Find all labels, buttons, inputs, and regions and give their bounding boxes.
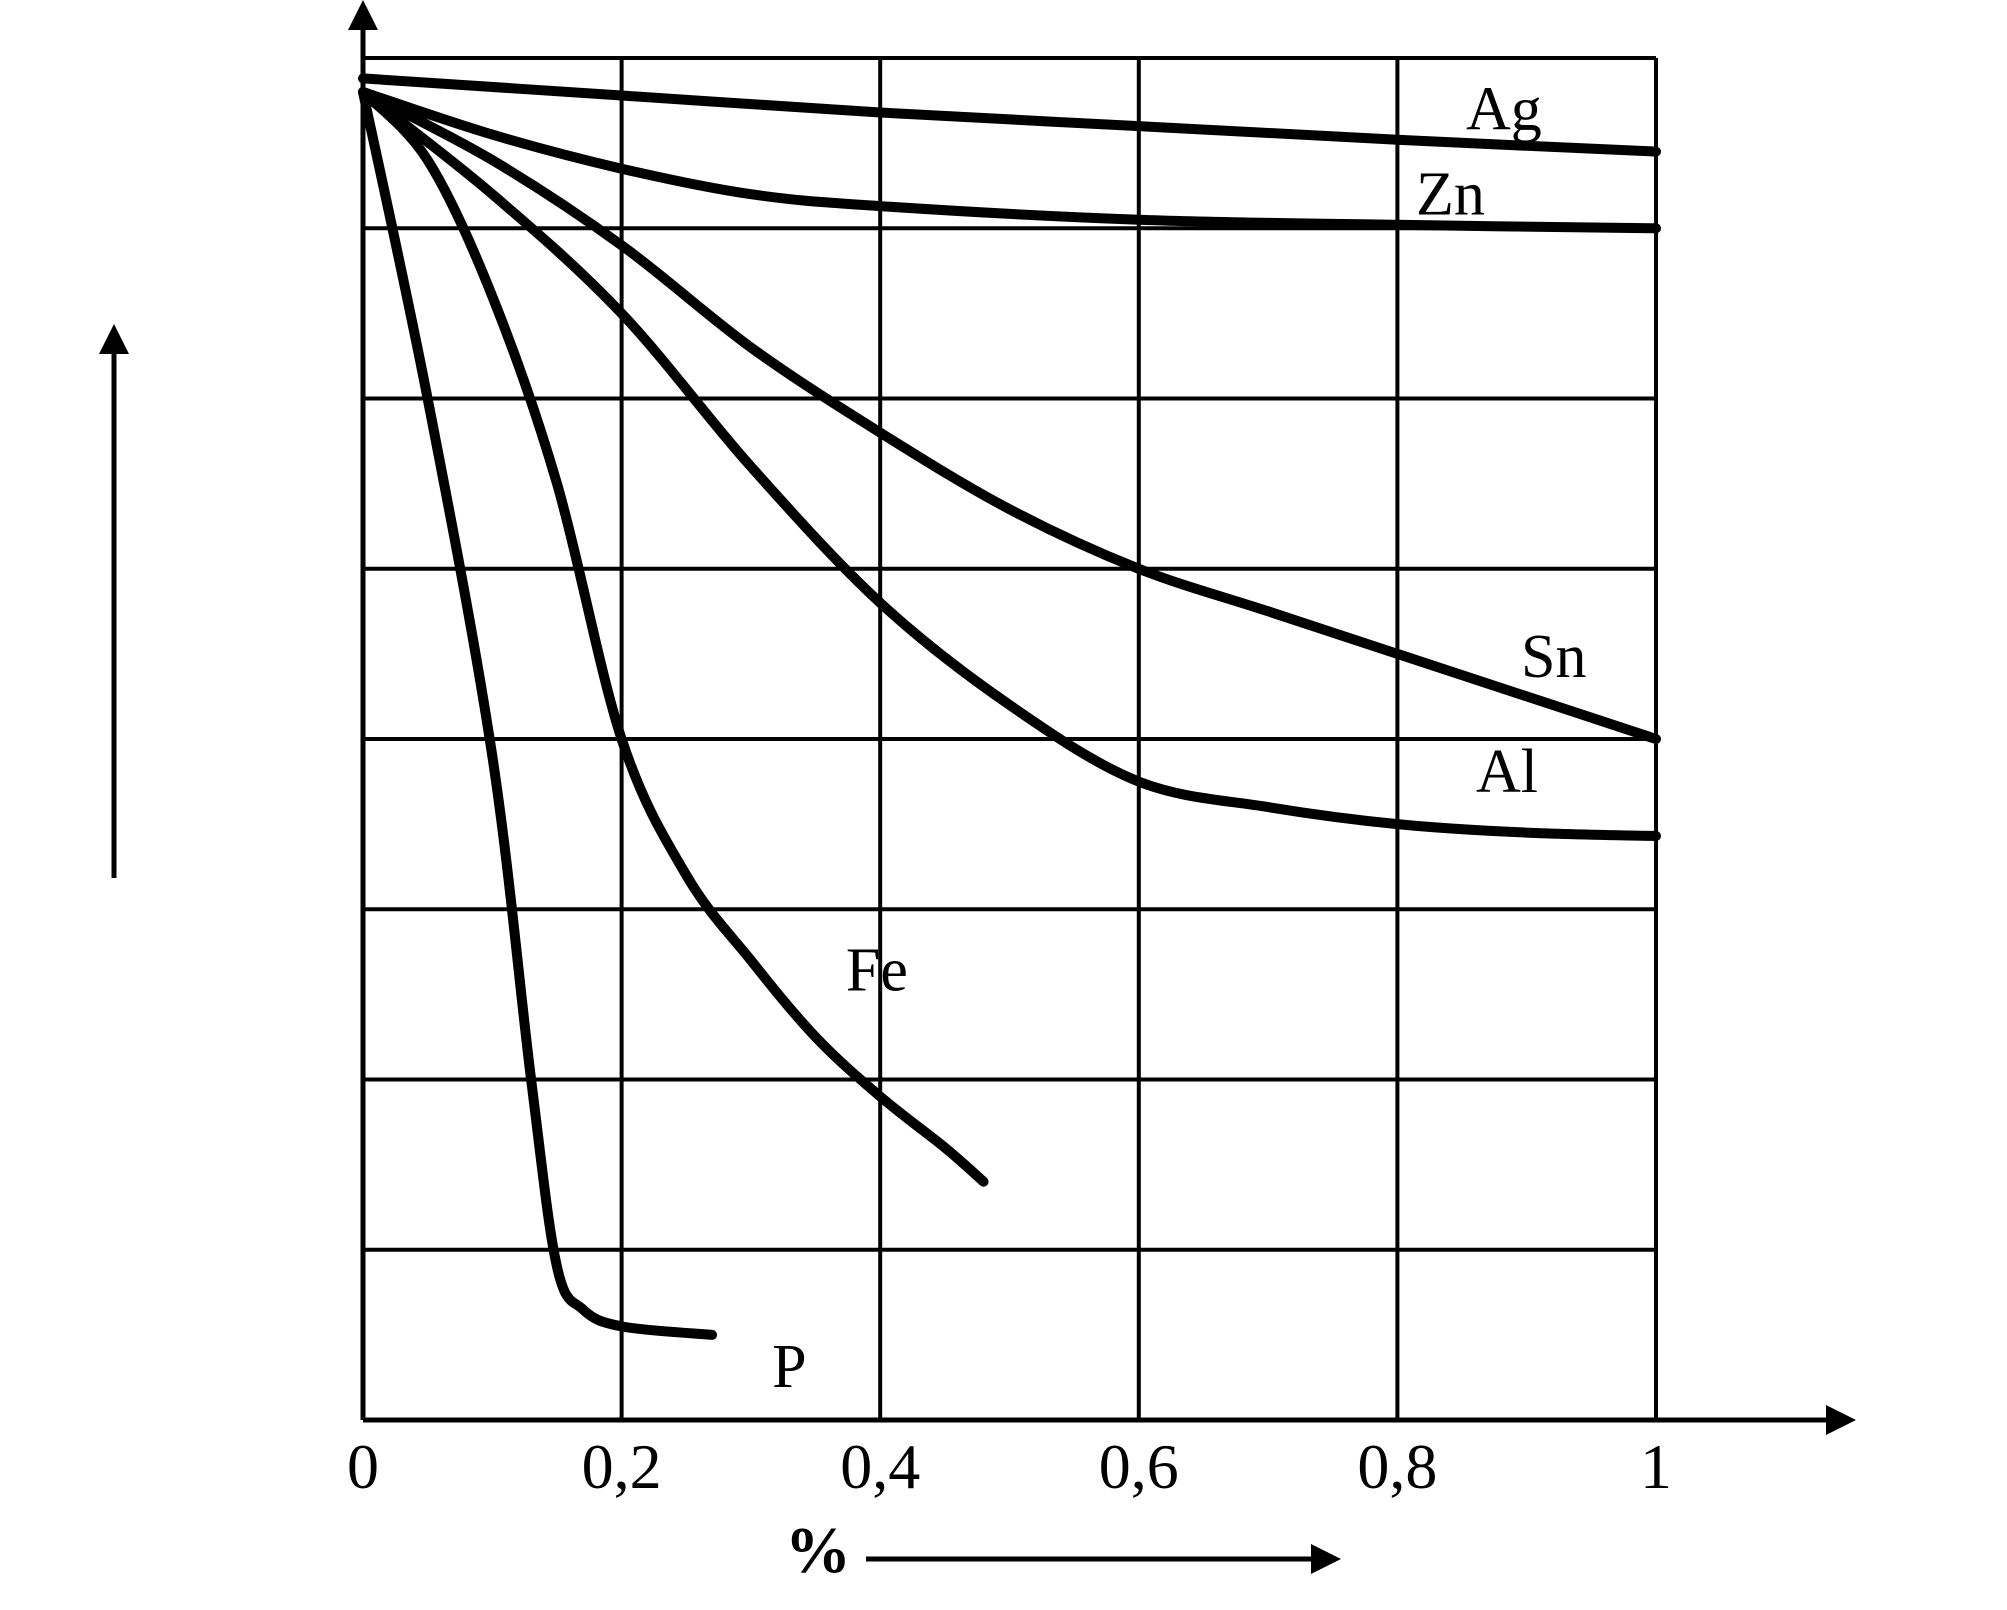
series-labels: Ag Zn Sn Al Fe P bbox=[772, 76, 1586, 1401]
series-line-fe bbox=[358, 87, 989, 1187]
grid bbox=[363, 56, 1658, 1420]
series-label-ag: Ag bbox=[1466, 76, 1542, 144]
series-line-p bbox=[358, 87, 718, 1340]
series-line-zn bbox=[358, 87, 1661, 234]
series-label-sn: Sn bbox=[1521, 623, 1586, 691]
x-tick-label-4: 0,8 bbox=[1357, 1431, 1437, 1502]
series-line-sn bbox=[358, 87, 1661, 744]
series-label-fe: Fe bbox=[846, 936, 908, 1004]
x-tick-label-1: 0,2 bbox=[582, 1431, 662, 1502]
x-tick-label-2: 0,4 bbox=[840, 1431, 920, 1502]
series-lines bbox=[358, 73, 1661, 1340]
x-tick-label-0: 0 bbox=[347, 1431, 379, 1502]
series-label-p: P bbox=[772, 1333, 806, 1401]
x-tick-labels: 0 0,2 0,4 0,6 0,8 1 bbox=[347, 1431, 1672, 1502]
series-line-al bbox=[358, 87, 1661, 841]
axes bbox=[99, 0, 1856, 1574]
series-label-zn: Zn bbox=[1416, 160, 1485, 228]
x-axis-label: % bbox=[785, 1514, 851, 1587]
series-line-ag bbox=[358, 73, 1661, 157]
x-tick-label-3: 0,6 bbox=[1099, 1431, 1179, 1502]
series-label-al: Al bbox=[1476, 738, 1538, 806]
x-tick-label-5: 1 bbox=[1640, 1431, 1672, 1502]
